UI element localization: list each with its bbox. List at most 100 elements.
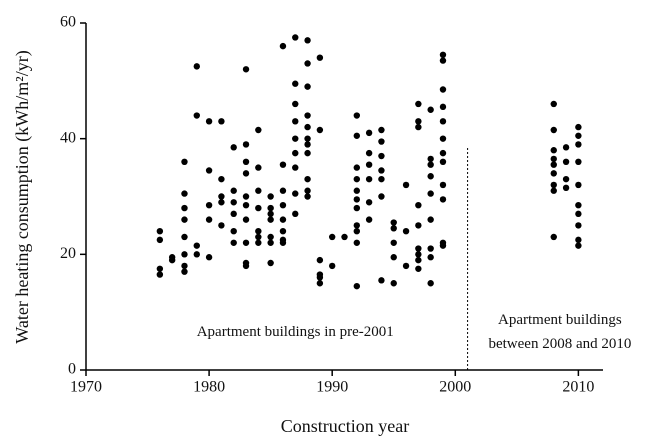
point — [193, 63, 200, 70]
point — [156, 236, 164, 244]
point — [242, 170, 250, 177]
point — [427, 190, 434, 197]
point — [562, 184, 570, 192]
point — [304, 83, 311, 90]
x-tick-label: 1970 — [70, 379, 102, 396]
point — [316, 256, 324, 264]
point — [230, 210, 237, 218]
point — [427, 106, 434, 113]
point — [267, 259, 274, 267]
point — [316, 54, 324, 61]
point — [267, 216, 274, 223]
point — [378, 193, 385, 200]
point — [156, 228, 164, 235]
point — [439, 135, 447, 142]
point — [550, 187, 557, 194]
point — [304, 141, 311, 148]
point — [181, 158, 188, 165]
point — [353, 132, 361, 139]
point — [550, 181, 557, 189]
point — [390, 239, 397, 246]
x-tick-label: 2000 — [439, 379, 471, 396]
y-tick-label: 20 — [60, 245, 76, 262]
point — [230, 187, 237, 194]
point — [550, 233, 557, 241]
annotation: Apartment buildings — [498, 312, 622, 328]
point — [181, 204, 188, 212]
point — [415, 251, 422, 258]
point — [181, 251, 188, 258]
point — [255, 187, 262, 194]
point — [279, 42, 287, 50]
point — [292, 164, 299, 171]
point — [550, 161, 557, 168]
y-tick-label: 60 — [60, 14, 76, 31]
point — [156, 271, 164, 278]
point — [292, 118, 299, 125]
point — [181, 262, 188, 270]
point — [353, 175, 361, 183]
point — [365, 175, 373, 183]
y-tick-label: 0 — [68, 361, 76, 378]
x-axis-label: Construction year — [281, 416, 409, 436]
point — [304, 37, 311, 44]
point — [242, 239, 250, 246]
point — [562, 158, 570, 165]
point — [292, 210, 299, 218]
point — [292, 80, 299, 87]
point — [218, 118, 225, 125]
point — [279, 187, 287, 194]
point — [365, 129, 373, 137]
point — [292, 34, 299, 41]
point — [205, 118, 213, 125]
point — [279, 161, 287, 168]
point — [255, 204, 262, 212]
point — [255, 239, 262, 246]
point — [242, 216, 250, 223]
point — [316, 280, 324, 287]
point — [353, 222, 361, 229]
point — [390, 219, 397, 226]
point — [378, 175, 385, 183]
point — [439, 242, 447, 249]
point — [193, 251, 200, 258]
point — [168, 256, 176, 264]
point — [230, 228, 237, 235]
point — [550, 100, 557, 108]
point — [575, 158, 582, 165]
point — [193, 112, 200, 119]
point — [181, 216, 188, 223]
point — [353, 282, 361, 290]
point — [575, 242, 582, 249]
point — [575, 201, 582, 209]
point — [550, 147, 557, 154]
x-tick-label: 1990 — [316, 379, 348, 396]
point — [439, 196, 447, 203]
point — [415, 201, 422, 209]
point — [439, 181, 447, 189]
point — [292, 149, 299, 157]
point — [242, 158, 250, 165]
point — [255, 126, 262, 134]
point — [242, 141, 250, 148]
point — [267, 233, 274, 241]
point — [439, 57, 447, 64]
point — [292, 190, 299, 197]
point — [402, 262, 410, 270]
point — [328, 262, 336, 270]
x-tick-label: 2010 — [562, 379, 594, 396]
point — [427, 216, 434, 223]
point — [292, 100, 299, 108]
point — [181, 268, 188, 275]
point — [365, 161, 373, 168]
point — [267, 193, 274, 200]
point — [255, 233, 262, 241]
point — [267, 210, 274, 218]
y-axis-label: Water heating consumption (kWh/m²/yr) — [12, 50, 33, 343]
point — [575, 222, 582, 229]
point — [427, 155, 434, 163]
point — [304, 135, 311, 142]
point — [402, 228, 410, 235]
point — [279, 239, 287, 246]
